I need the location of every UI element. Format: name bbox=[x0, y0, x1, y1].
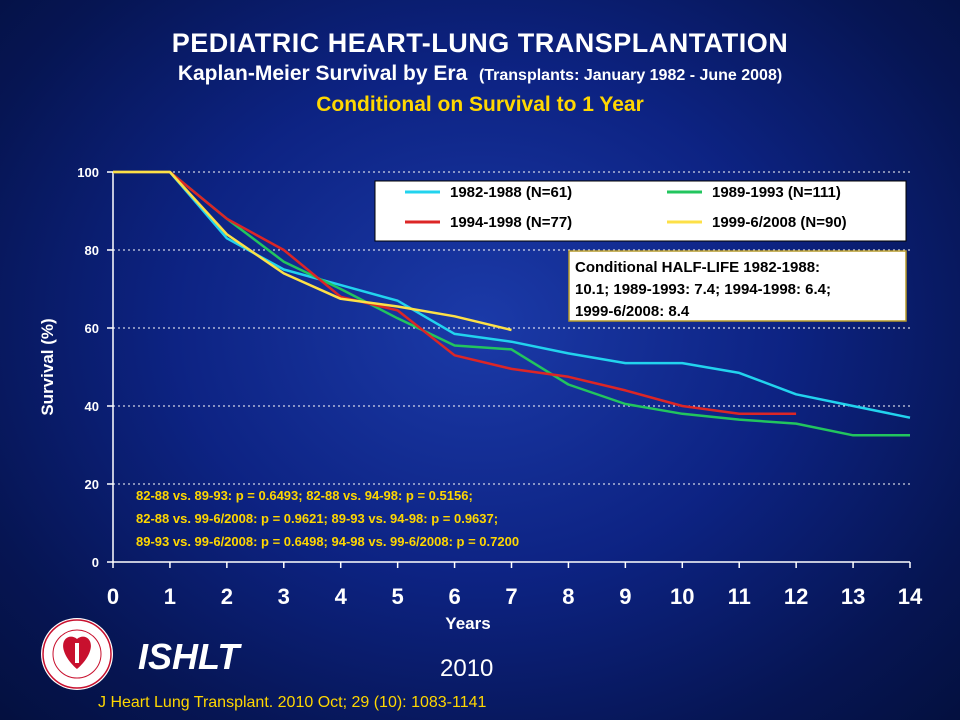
subtitle: Kaplan-Meier Survival by Era (Transplant… bbox=[0, 60, 960, 90]
y-tick-label: 60 bbox=[85, 321, 99, 336]
series-line bbox=[113, 170, 512, 332]
series-line bbox=[113, 170, 910, 437]
x-axis-ticks: 0 1 2 3 4 5 6 7 8 9 10 11 12 13 14 bbox=[107, 562, 923, 609]
x-tick-label: 13 bbox=[841, 584, 865, 609]
x-tick-label: 9 bbox=[619, 584, 631, 609]
ishlt-logo bbox=[41, 618, 113, 690]
legend-label: 1994-1998 (N=77) bbox=[450, 214, 572, 231]
x-tick-label: 3 bbox=[278, 584, 290, 609]
citation: J Heart Lung Transplant. 2010 Oct; 29 (1… bbox=[98, 694, 487, 711]
org-name: ISHLT bbox=[138, 636, 240, 677]
half-life-line-2: 10.1; 1989-1993: 7.4; 1994-1998: 6.4; bbox=[575, 281, 831, 298]
x-tick-label: 10 bbox=[670, 584, 694, 609]
report-year: 2010 bbox=[440, 655, 494, 682]
x-tick-label: 8 bbox=[562, 584, 574, 609]
x-tick-label: 5 bbox=[392, 584, 404, 609]
y-tick-label: 100 bbox=[77, 165, 99, 180]
x-tick-label: 6 bbox=[448, 584, 460, 609]
series-lines bbox=[113, 170, 911, 437]
x-tick-label: 12 bbox=[784, 584, 808, 609]
condition-subtitle: Conditional on Survival to 1 Year bbox=[316, 93, 644, 116]
legend-label: 1989-1993 (N=111) bbox=[712, 184, 841, 201]
y-axis-label: Survival (%) bbox=[38, 318, 57, 415]
x-tick-label: 11 bbox=[728, 584, 751, 609]
x-tick-label: 14 bbox=[898, 584, 923, 609]
x-tick-label: 4 bbox=[335, 584, 348, 609]
x-axis-label: Years bbox=[445, 614, 490, 633]
x-tick-label: 2 bbox=[221, 584, 233, 609]
x-tick-label: 1 bbox=[164, 584, 176, 609]
y-tick-label: 80 bbox=[85, 243, 99, 258]
y-axis-ticks: 0 20 40 60 80 100 bbox=[77, 165, 113, 570]
p-values: 82-88 vs. 89-93: p = 0.6493; 82-88 vs. 9… bbox=[136, 488, 519, 549]
legend: 1982-1988 (N=61) 1989-1993 (N=111) 1994-19… bbox=[374, 180, 907, 242]
y-tick-label: 20 bbox=[85, 477, 99, 492]
legend-label: 1999-6/2008 (N=90) bbox=[712, 214, 847, 231]
page-title: PEDIATRIC HEART-LUNG TRANSPLANTATION bbox=[171, 28, 789, 58]
subtitle-main: Kaplan-Meier Survival by Era bbox=[177, 62, 468, 85]
title-block: PEDIATRIC HEART-LUNG TRANSPLANTATION Kap… bbox=[0, 26, 960, 120]
legend-label: 1982-1988 (N=61) bbox=[450, 184, 572, 201]
y-tick-label: 0 bbox=[92, 555, 99, 570]
p-value-line-2: 82-88 vs. 99-6/2008: p = 0.9621; 89-93 v… bbox=[136, 511, 498, 526]
legend-box bbox=[374, 180, 907, 242]
half-life-line-1: Conditional HALF-LIFE 1982-1988: bbox=[575, 259, 820, 276]
half-life-line-3: 1999-6/2008: 8.4 bbox=[575, 303, 690, 320]
x-tick-label: 7 bbox=[505, 584, 517, 609]
subtitle-range: (Transplants: January 1982 - June 2008) bbox=[478, 67, 783, 84]
p-value-line-1: 82-88 vs. 89-93: p = 0.6493; 82-88 vs. 9… bbox=[136, 488, 473, 503]
series-line bbox=[113, 170, 797, 416]
half-life-box-frame bbox=[568, 250, 907, 322]
p-value-line-3: 89-93 vs. 99-6/2008: p = 0.6498; 94-98 v… bbox=[136, 534, 519, 549]
y-tick-label: 40 bbox=[85, 399, 99, 414]
half-life-box: Conditional HALF-LIFE 1982-1988: 10.1; 1… bbox=[568, 250, 907, 322]
x-tick-label: 0 bbox=[107, 584, 119, 609]
